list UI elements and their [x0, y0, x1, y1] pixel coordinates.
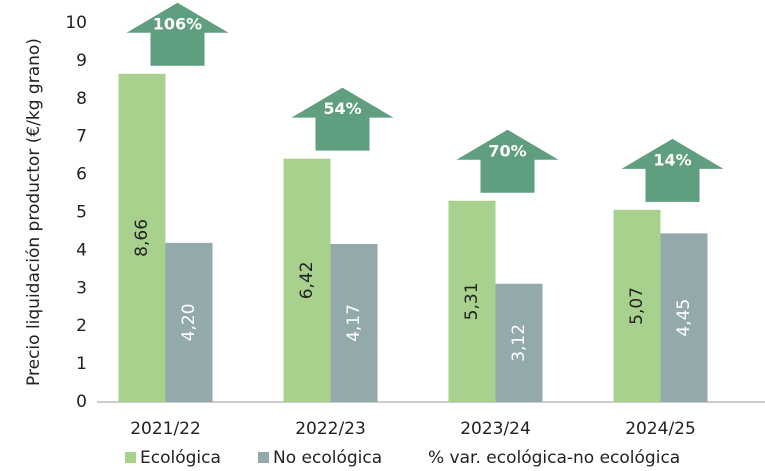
- variation-label: 70%: [488, 141, 526, 160]
- bar: [118, 73, 166, 402]
- bar: [165, 242, 213, 402]
- bar-value-label: 8,66: [132, 219, 152, 257]
- y-axis-label: Precio liquidación productor (€/kg grano…: [24, 38, 44, 386]
- legend-label: % var. ecológica-no ecológica: [428, 448, 680, 468]
- y-tick-label: 1: [76, 354, 87, 374]
- variation-label: 14%: [653, 150, 691, 169]
- legend-label: Ecológica: [140, 448, 221, 468]
- y-tick-label: 8: [76, 89, 87, 109]
- bar-value-label: 3,12: [509, 324, 529, 362]
- y-tick-label: 6: [76, 165, 87, 185]
- variation-arrow: [456, 129, 559, 193]
- bar-value-label: 5,31: [462, 282, 482, 320]
- variation-arrow: [291, 87, 394, 151]
- y-tick-label: 2: [76, 316, 87, 336]
- bar: [660, 233, 708, 402]
- bar: [330, 243, 378, 402]
- variation-arrow: [621, 138, 724, 202]
- y-tick-label: 4: [76, 240, 87, 260]
- x-tick-label: 2023/24: [460, 419, 531, 439]
- legend-label: No ecológica: [273, 448, 382, 468]
- bar: [613, 209, 661, 402]
- x-tick-label: 2022/23: [295, 419, 366, 439]
- y-tick-label: 5: [76, 203, 87, 223]
- bar-value-label: 4,17: [344, 304, 364, 342]
- bar-value-label: 4,45: [674, 299, 694, 337]
- y-tick-label: 10: [65, 13, 87, 33]
- y-tick-label: 3: [76, 278, 87, 298]
- x-tick-label: 2021/22: [130, 419, 201, 439]
- bar-value-label: 5,07: [627, 287, 647, 325]
- bar-value-label: 6,42: [297, 261, 317, 299]
- y-tick-label: 0: [76, 392, 87, 412]
- x-tick-label: 2024/25: [625, 419, 696, 439]
- y-tick-label: 7: [76, 127, 87, 147]
- y-tick-label: 9: [76, 51, 87, 71]
- legend-swatch: [125, 452, 136, 463]
- bar-value-label: 4,20: [179, 303, 199, 341]
- bar: [495, 283, 543, 402]
- legend-swatch: [258, 452, 269, 463]
- variation-arrow: [126, 2, 229, 66]
- variation-label: 54%: [323, 99, 361, 118]
- bar: [448, 200, 496, 402]
- bar: [283, 158, 331, 402]
- variation-label: 106%: [153, 14, 202, 33]
